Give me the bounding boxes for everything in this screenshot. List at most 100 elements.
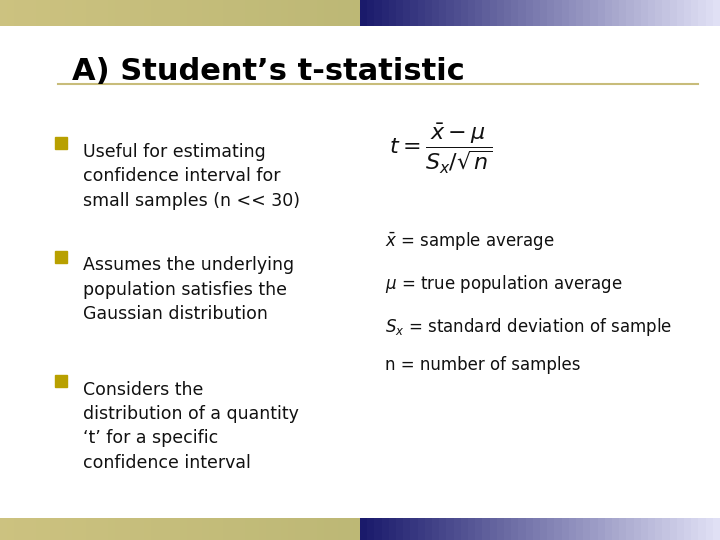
Bar bbox=[641, 0, 648, 26]
Bar bbox=[655, 0, 662, 26]
Bar bbox=[698, 0, 706, 26]
Bar bbox=[713, 518, 720, 540]
Bar bbox=[252, 0, 259, 26]
Bar bbox=[706, 518, 713, 540]
Bar bbox=[43, 0, 50, 26]
Bar bbox=[274, 0, 281, 26]
Bar bbox=[619, 518, 626, 540]
Bar bbox=[202, 518, 209, 540]
Bar bbox=[670, 0, 677, 26]
Bar bbox=[58, 518, 65, 540]
Bar bbox=[209, 0, 216, 26]
Bar bbox=[713, 0, 720, 26]
Bar bbox=[598, 518, 605, 540]
Bar bbox=[475, 518, 482, 540]
Bar bbox=[338, 0, 346, 26]
Bar bbox=[331, 518, 338, 540]
Text: $t = \dfrac{\bar{x} - \mu}{S_x / \sqrt{n}}$: $t = \dfrac{\bar{x} - \mu}{S_x / \sqrt{n… bbox=[389, 122, 492, 176]
Bar bbox=[360, 518, 367, 540]
Bar bbox=[101, 0, 108, 26]
Bar bbox=[130, 518, 137, 540]
Bar bbox=[50, 518, 58, 540]
Bar bbox=[137, 518, 144, 540]
Bar bbox=[504, 0, 511, 26]
Bar bbox=[418, 518, 425, 540]
Bar bbox=[238, 0, 245, 26]
Bar bbox=[86, 518, 94, 540]
Bar bbox=[706, 0, 713, 26]
Bar bbox=[324, 0, 331, 26]
Bar bbox=[259, 518, 266, 540]
Bar bbox=[367, 518, 374, 540]
Bar bbox=[677, 518, 684, 540]
Bar bbox=[482, 0, 490, 26]
Bar bbox=[122, 518, 130, 540]
Bar bbox=[576, 0, 583, 26]
Bar bbox=[533, 0, 540, 26]
Bar bbox=[79, 0, 86, 26]
Bar bbox=[43, 518, 50, 540]
Bar bbox=[65, 518, 72, 540]
Bar bbox=[216, 0, 223, 26]
Bar bbox=[670, 518, 677, 540]
Bar bbox=[209, 518, 216, 540]
Bar bbox=[115, 518, 122, 540]
Bar bbox=[346, 0, 353, 26]
Bar bbox=[245, 518, 252, 540]
Bar bbox=[511, 518, 518, 540]
Bar bbox=[518, 0, 526, 26]
Bar bbox=[230, 0, 238, 26]
Bar bbox=[382, 0, 389, 26]
Bar bbox=[353, 518, 360, 540]
Bar bbox=[166, 518, 173, 540]
Bar bbox=[648, 0, 655, 26]
Bar bbox=[655, 518, 662, 540]
Bar bbox=[439, 0, 446, 26]
Bar bbox=[223, 0, 230, 26]
Bar bbox=[238, 518, 245, 540]
Bar bbox=[691, 0, 698, 26]
Bar bbox=[180, 0, 187, 26]
Bar bbox=[410, 0, 418, 26]
Bar bbox=[569, 518, 576, 540]
Bar bbox=[86, 0, 94, 26]
Text: $\bar{x}$ = sample average: $\bar{x}$ = sample average bbox=[385, 230, 555, 252]
Bar bbox=[29, 0, 36, 26]
Bar bbox=[619, 0, 626, 26]
Bar bbox=[158, 0, 166, 26]
Bar bbox=[418, 0, 425, 26]
Bar bbox=[101, 518, 108, 540]
Bar bbox=[166, 0, 173, 26]
Bar bbox=[612, 518, 619, 540]
Bar bbox=[252, 518, 259, 540]
Bar bbox=[626, 518, 634, 540]
Bar bbox=[662, 518, 670, 540]
Bar bbox=[360, 0, 367, 26]
Bar bbox=[151, 0, 158, 26]
Bar bbox=[497, 518, 504, 540]
Bar bbox=[439, 518, 446, 540]
Bar bbox=[511, 0, 518, 26]
Bar bbox=[324, 518, 331, 540]
Bar bbox=[497, 0, 504, 26]
Bar bbox=[7, 0, 14, 26]
Bar bbox=[533, 518, 540, 540]
Bar bbox=[425, 0, 432, 26]
Bar bbox=[562, 0, 569, 26]
Bar bbox=[691, 518, 698, 540]
Bar bbox=[518, 518, 526, 540]
Bar bbox=[590, 518, 598, 540]
Bar bbox=[569, 0, 576, 26]
Bar bbox=[115, 0, 122, 26]
Bar bbox=[0, 0, 7, 26]
Bar bbox=[72, 518, 79, 540]
Bar bbox=[396, 518, 403, 540]
Bar bbox=[374, 518, 382, 540]
Bar bbox=[108, 518, 115, 540]
Bar bbox=[396, 0, 403, 26]
Bar bbox=[36, 0, 43, 26]
Bar bbox=[202, 0, 209, 26]
Bar bbox=[288, 0, 295, 26]
Bar bbox=[0, 518, 7, 540]
Text: Useful for estimating
confidence interval for
small samples (n << 30): Useful for estimating confidence interva… bbox=[83, 143, 300, 210]
